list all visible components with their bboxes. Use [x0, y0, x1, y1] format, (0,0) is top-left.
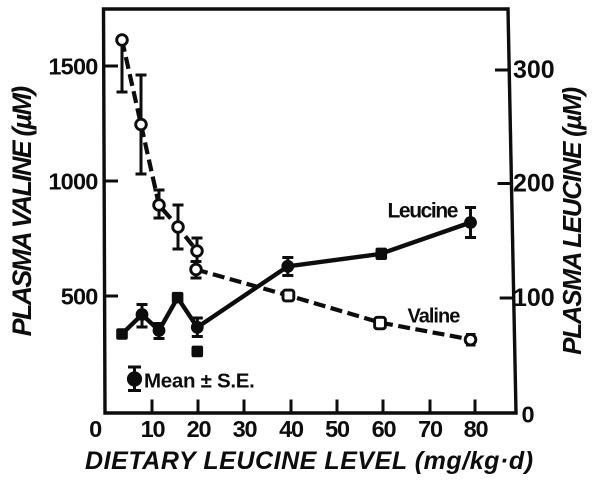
svg-text:1000: 1000 [48, 168, 98, 194]
svg-text:200: 200 [513, 170, 555, 198]
svg-text:DIETARY LEUCINE LEVEL (mg/kg·d: DIETARY LEUCINE LEVEL (mg/kg·d) [85, 447, 534, 475]
svg-text:80: 80 [464, 416, 489, 442]
svg-text:100: 100 [513, 284, 555, 312]
svg-text:0: 0 [89, 416, 102, 442]
svg-text:PLASMA LEUCINE (µM): PLASMA LEUCINE (µM) [557, 88, 587, 355]
svg-text:70: 70 [418, 416, 443, 442]
svg-text:40: 40 [279, 416, 304, 442]
svg-text:Leucine: Leucine [388, 200, 458, 223]
svg-text:500: 500 [61, 283, 99, 309]
svg-text:1500: 1500 [48, 53, 98, 79]
svg-text:PLASMA VALINE (µM): PLASMA VALINE (µM) [7, 86, 37, 336]
svg-text:10: 10 [141, 416, 166, 442]
svg-text:Mean ± S.E.: Mean ± S.E. [144, 370, 254, 393]
svg-text:50: 50 [325, 416, 350, 442]
svg-text:300: 300 [513, 56, 555, 84]
svg-text:Valine: Valine [408, 306, 461, 328]
svg-text:60: 60 [372, 416, 397, 442]
svg-text:0: 0 [522, 402, 535, 428]
svg-text:30: 30 [233, 416, 258, 442]
svg-text:20: 20 [187, 416, 212, 442]
